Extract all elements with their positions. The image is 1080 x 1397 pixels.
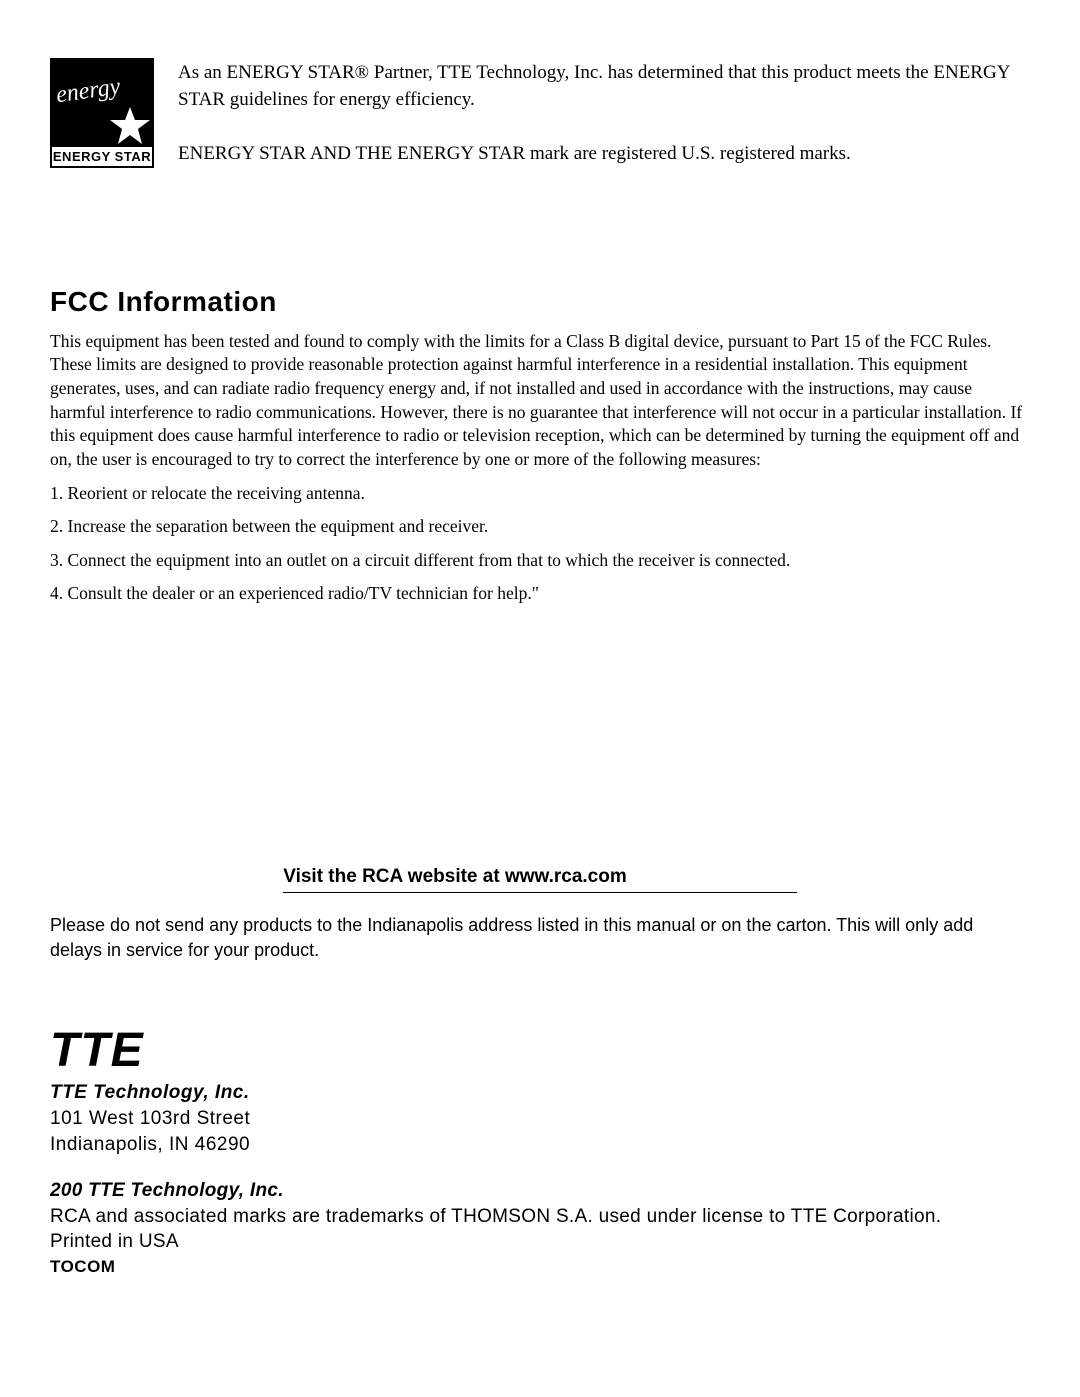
fcc-item-1: 1. Reorient or relocate the receiving an…: [50, 482, 1030, 506]
energy-star-text: As an ENERGY STAR® Partner, TTE Technolo…: [178, 58, 1030, 196]
shipping-note: Please do not send any products to the I…: [50, 913, 1030, 963]
trademark-text: RCA and associated marks are trademarks …: [50, 1204, 1030, 1255]
energy-star-para-1: As an ENERGY STAR® Partner, TTE Technolo…: [178, 60, 1030, 113]
printed-line: Printed in USA: [50, 1231, 179, 1252]
energy-cursive-text: energy: [54, 74, 122, 110]
energy-star-para-2: ENERGY STAR AND THE ENERGY STAR mark are…: [178, 141, 1030, 168]
copyright-line: 200 TTE Technology, Inc.: [50, 1180, 1030, 1202]
trademark-line: RCA and associated marks are trademarks …: [50, 1206, 941, 1227]
energy-star-section: energy ENERGY STAR As an ENERGY STAR® Pa…: [50, 58, 1030, 196]
tte-logo: TTE: [50, 1023, 1030, 1078]
visit-line-container: Visit the RCA website at www.rca.com: [50, 866, 1030, 893]
company-name: TTE Technology, Inc.: [50, 1082, 1030, 1104]
company-address: 101 West 103rd Street Indianapolis, IN 4…: [50, 1106, 1030, 1157]
visit-website-text: Visit the RCA website at www.rca.com: [283, 866, 797, 893]
energy-star-bar: ENERGY STAR: [50, 147, 154, 168]
tocom-text: TOCOM: [50, 1257, 1030, 1277]
address-line-2: Indianapolis, IN 46290: [50, 1132, 1030, 1158]
energy-star-logo: energy ENERGY STAR: [50, 58, 154, 168]
fcc-item-4: 4. Consult the dealer or an experienced …: [50, 582, 1030, 606]
fcc-heading: FCC Information: [50, 286, 1030, 318]
address-line-1: 101 West 103rd Street: [50, 1106, 1030, 1132]
fcc-body: This equipment has been tested and found…: [50, 330, 1030, 472]
fcc-item-3: 3. Connect the equipment into an outlet …: [50, 549, 1030, 573]
fcc-list: 1. Reorient or relocate the receiving an…: [50, 482, 1030, 607]
fcc-item-2: 2. Increase the separation between the e…: [50, 515, 1030, 539]
star-icon: [110, 107, 150, 145]
